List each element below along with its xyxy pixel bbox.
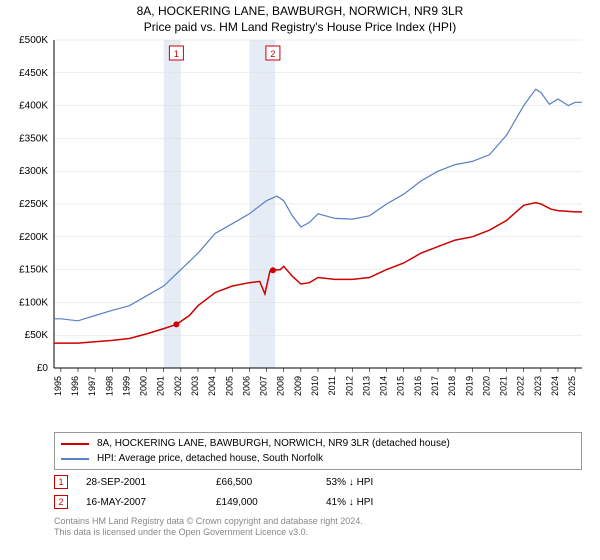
- x-tick-label: 1999: [121, 376, 131, 396]
- x-tick-label: 2012: [344, 376, 354, 396]
- y-tick-label: £350K: [19, 133, 48, 144]
- chart-title-line1: 8A, HOCKERING LANE, BAWBURGH, NORWICH, N…: [0, 4, 600, 18]
- y-tick-label: £50K: [25, 330, 49, 341]
- x-tick-label: 2010: [310, 376, 320, 396]
- y-tick-label: £450K: [19, 68, 48, 79]
- sale-row: 1 28-SEP-2001£66,50053% ↓ HPI: [54, 472, 582, 492]
- x-tick-label: 2004: [207, 376, 217, 396]
- chart-title-line2: Price paid vs. HM Land Registry's House …: [0, 20, 600, 34]
- sale-marker-point: [270, 267, 276, 273]
- x-tick-label: 2008: [276, 376, 286, 396]
- x-tick-label: 2019: [464, 376, 474, 396]
- sale-num-box: 2: [54, 495, 68, 509]
- y-tick-label: £100K: [19, 297, 48, 308]
- y-tick-label: £0: [37, 363, 49, 374]
- x-tick-label: 2020: [481, 376, 491, 396]
- x-tick-label: 2023: [533, 376, 543, 396]
- x-tick-label: 2017: [430, 376, 440, 396]
- x-tick-label: 2000: [139, 376, 149, 396]
- y-tick-label: £200K: [19, 232, 48, 243]
- x-tick-label: 2009: [293, 376, 303, 396]
- legend-label: HPI: Average price, detached house, Sout…: [97, 451, 323, 466]
- x-tick-label: 1995: [53, 376, 63, 396]
- legend-swatch: [61, 443, 89, 445]
- sales-list: 1 28-SEP-2001£66,50053% ↓ HPI 2 16-MAY-2007…: [54, 472, 582, 512]
- x-tick-label: 1997: [87, 376, 97, 396]
- sale-date: 16-MAY-2007: [86, 497, 216, 508]
- x-tick-label: 2018: [447, 376, 457, 396]
- x-tick-label: 2011: [327, 376, 337, 395]
- y-tick-label: £150K: [19, 265, 48, 276]
- attribution-line2: This data is licensed under the Open Gov…: [54, 527, 582, 538]
- legend-item: HPI: Average price, detached house, Sout…: [61, 451, 575, 466]
- x-tick-label: 2025: [567, 376, 577, 396]
- x-tick-label: 1998: [104, 376, 114, 396]
- legend-item: 8A, HOCKERING LANE, BAWBURGH, NORWICH, N…: [61, 436, 575, 451]
- legend-swatch: [61, 458, 89, 460]
- x-tick-label: 2001: [156, 376, 166, 396]
- attribution: Contains HM Land Registry data © Crown c…: [54, 516, 582, 539]
- x-tick-label: 2014: [379, 376, 389, 396]
- x-tick-label: 2021: [499, 376, 509, 396]
- x-tick-label: 2006: [241, 376, 251, 396]
- x-tick-label: 2002: [173, 376, 183, 396]
- y-tick-label: £500K: [19, 35, 48, 46]
- x-tick-label: 2015: [396, 376, 406, 396]
- legend: 8A, HOCKERING LANE, BAWBURGH, NORWICH, N…: [54, 432, 582, 470]
- sale-marker-num: 1: [174, 49, 179, 59]
- attribution-line1: Contains HM Land Registry data © Crown c…: [54, 516, 582, 527]
- y-tick-label: £250K: [19, 199, 48, 210]
- x-tick-label: 2005: [224, 376, 234, 396]
- sale-marker-num: 2: [270, 49, 275, 59]
- x-tick-label: 2013: [361, 376, 371, 396]
- y-tick-label: £300K: [19, 166, 48, 177]
- x-tick-label: 2022: [516, 376, 526, 396]
- sale-marker-point: [173, 321, 179, 327]
- legend-label: 8A, HOCKERING LANE, BAWBURGH, NORWICH, N…: [97, 436, 450, 451]
- sale-num-box: 1: [54, 475, 68, 489]
- x-tick-label: 2024: [550, 376, 560, 396]
- x-tick-label: 2016: [413, 376, 423, 396]
- sale-price: £149,000: [216, 497, 326, 508]
- x-tick-label: 2007: [259, 376, 269, 396]
- series-property: [54, 203, 582, 343]
- sale-hpi: 53% ↓ HPI: [326, 477, 373, 488]
- sale-date: 28-SEP-2001: [86, 477, 216, 488]
- x-tick-label: 1996: [70, 376, 80, 396]
- sale-hpi: 41% ↓ HPI: [326, 497, 373, 508]
- sale-row: 2 16-MAY-2007£149,00041% ↓ HPI: [54, 492, 582, 512]
- chart-plot-area: £0£50K£100K£150K£200K£250K£300K£350K£400…: [54, 40, 582, 396]
- chart-svg: £0£50K£100K£150K£200K£250K£300K£350K£400…: [54, 40, 582, 396]
- y-tick-label: £400K: [19, 101, 48, 112]
- sale-price: £66,500: [216, 477, 326, 488]
- x-tick-label: 2003: [190, 376, 200, 396]
- series-hpi: [54, 89, 582, 321]
